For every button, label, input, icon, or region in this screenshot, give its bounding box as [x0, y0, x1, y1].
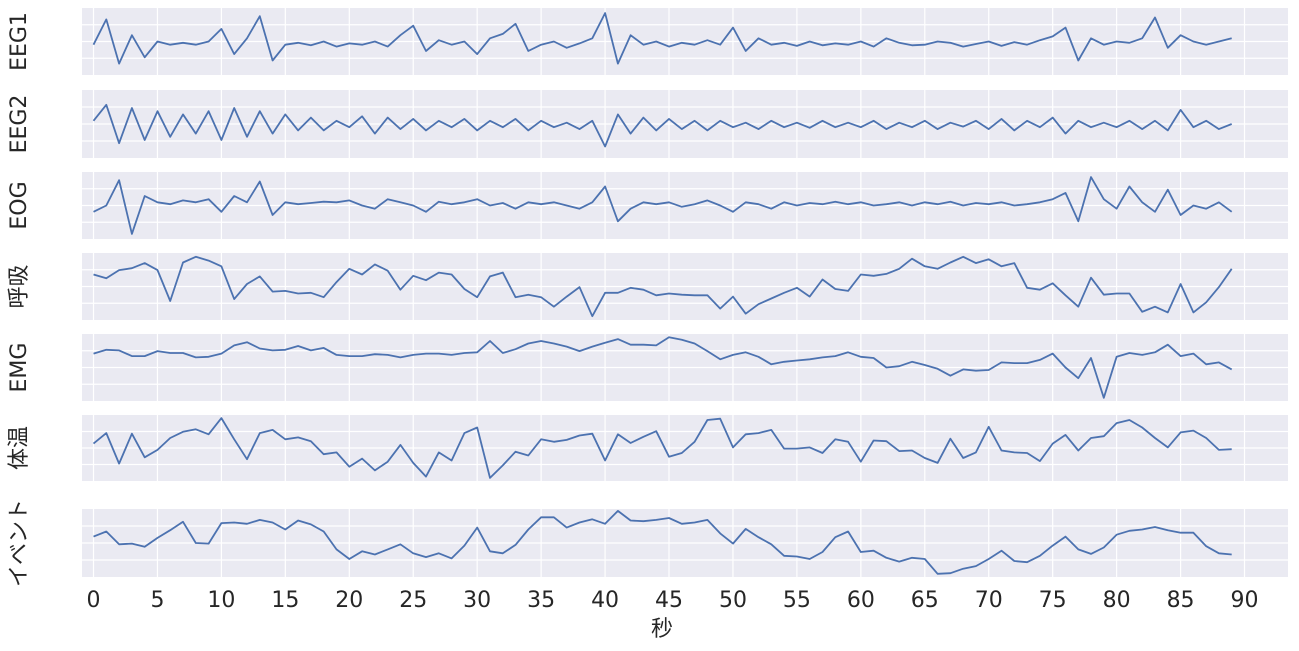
- y-axis-label: EMG: [7, 343, 32, 393]
- y-axis-label: EEG2: [7, 95, 32, 154]
- x-tick-label: 0: [87, 588, 101, 613]
- x-tick-label: 65: [911, 588, 939, 613]
- x-tick-label: 20: [335, 588, 363, 613]
- x-tick-label: 60: [847, 588, 875, 613]
- data-line: [93, 255, 1233, 318]
- data-line: [93, 176, 1233, 235]
- x-tick-label: 30: [463, 588, 491, 613]
- x-tick-label: 55: [783, 588, 811, 613]
- x-tick-label: 50: [719, 588, 747, 613]
- x-tick-label: 70: [975, 588, 1003, 613]
- x-tick-label: 75: [1039, 588, 1067, 613]
- data-line: [92, 103, 1233, 148]
- x-tick-label: 40: [591, 588, 619, 613]
- x-tick-label: 35: [527, 588, 555, 613]
- y-axis-label: イベント: [7, 499, 32, 587]
- y-axis-label: EEG1: [7, 12, 32, 71]
- x-tick-label: 85: [1167, 588, 1195, 613]
- y-axis-label: 呼吸: [7, 264, 32, 308]
- x-tick-label: 15: [271, 588, 299, 613]
- x-tick-label: 25: [399, 588, 427, 613]
- x-tick-label: 45: [655, 588, 683, 613]
- x-tick-label: 90: [1231, 588, 1259, 613]
- x-tick-label: 10: [207, 588, 235, 613]
- data-line: [92, 417, 1232, 479]
- y-axis-label: EOG: [7, 181, 32, 229]
- x-tick-label: 5: [150, 588, 164, 613]
- x-tick-label: 80: [1103, 588, 1131, 613]
- x-axis-label: 秒: [651, 617, 673, 642]
- data-line: [93, 510, 1232, 575]
- y-axis-label: 体温: [7, 426, 32, 470]
- data-line: [93, 336, 1233, 399]
- data-line: [92, 12, 1232, 65]
